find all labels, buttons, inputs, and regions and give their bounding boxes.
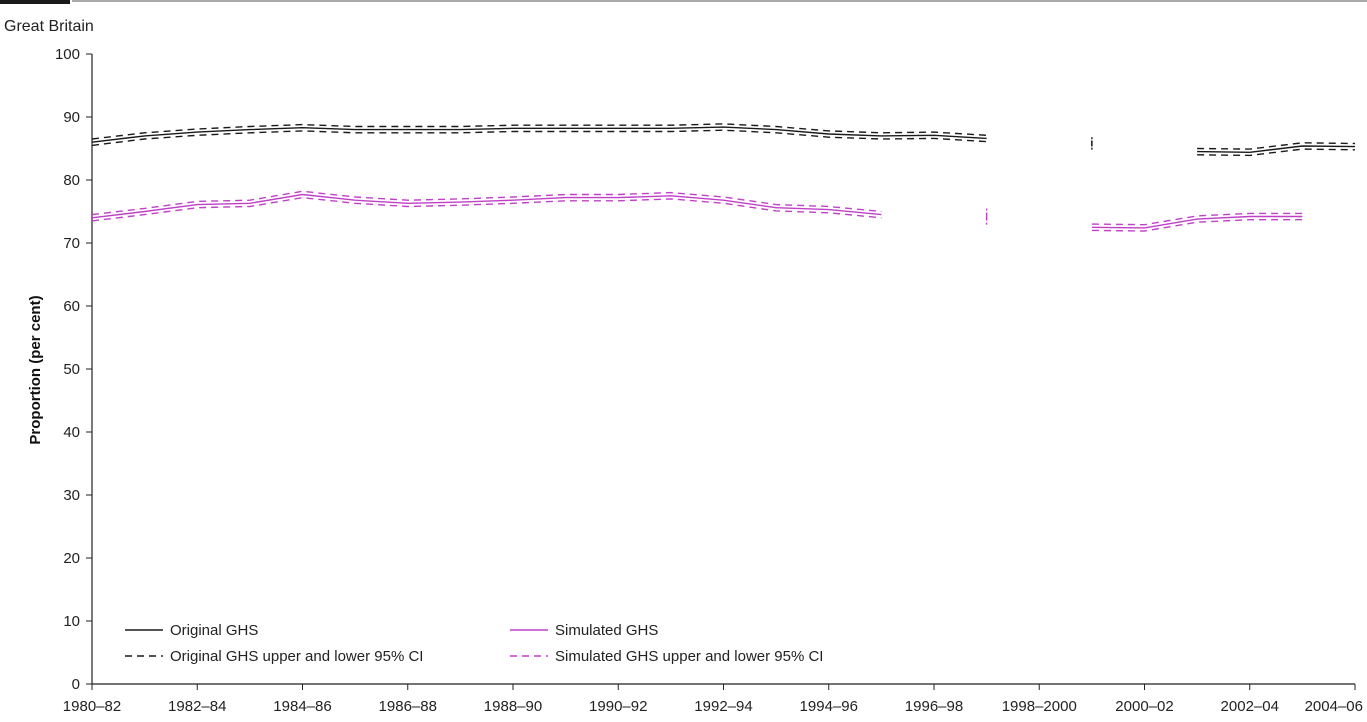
- legend-label: Original GHS: [170, 622, 258, 639]
- simulated-ghs-upper-and-lower-95-ci-upper-line: [91, 190, 882, 216]
- y-tick-label: 100: [55, 46, 80, 63]
- x-tick-label: 1988–90: [484, 698, 542, 715]
- original-ghs-line: [91, 126, 987, 143]
- y-tick-label: 60: [63, 298, 80, 315]
- y-tick-label: 40: [63, 424, 80, 441]
- header-tab-mark: [0, 0, 70, 4]
- region-label: Great Britain: [4, 18, 94, 35]
- x-tick-label: 1996–98: [905, 698, 963, 715]
- legend-label: Simulated GHS upper and lower 95% CI: [555, 648, 823, 665]
- y-tick-label: 90: [63, 109, 80, 126]
- y-axis-label: Proportion (per cent): [27, 295, 44, 444]
- x-tick-label: 1982–84: [168, 698, 226, 715]
- simulated-ghs-upper-and-lower-95-ci-lower-line: [91, 196, 882, 222]
- y-tick-label: 30: [63, 487, 80, 504]
- x-tick-label: 1990–92: [589, 698, 647, 715]
- y-tick-label: 0: [72, 676, 80, 693]
- x-tick-label: 1986–88: [379, 698, 437, 715]
- x-tick-label: 1984–86: [273, 698, 331, 715]
- legend-label: Original GHS upper and lower 95% CI: [170, 648, 423, 665]
- x-tick-label: 1994–96: [800, 698, 858, 715]
- x-tick-label: 2000–02: [1115, 698, 1173, 715]
- y-tick-label: 70: [63, 235, 80, 252]
- original-ghs-line: [1197, 145, 1356, 154]
- original-ghs-upper-and-lower-95-ci-upper-line: [1197, 142, 1356, 150]
- x-tick-label: 1980–82: [63, 698, 121, 715]
- y-tick-label: 20: [63, 550, 80, 567]
- x-tick-label: 2002–04: [1221, 698, 1279, 715]
- legend-label: Simulated GHS: [555, 622, 658, 639]
- legend: Original GHS Original GHS upper and lower…: [125, 622, 823, 665]
- original-ghs-upper-and-lower-95-ci-upper-line: [91, 123, 987, 140]
- plot-area: [91, 123, 1356, 232]
- simulated-ghs-line: [91, 193, 882, 219]
- y-tick-label: 80: [63, 172, 80, 189]
- original-ghs-upper-and-lower-95-ci-lower-line: [91, 129, 987, 147]
- axes: 0 10 20 30 40 50 60 70 80 90 100 1980–82 1982–84 1984…: [55, 46, 1363, 715]
- x-tick-label: 2004–06: [1305, 698, 1363, 715]
- simulated-ghs-upper-and-lower-95-ci-lower-line: [1091, 219, 1303, 232]
- y-tick-label: 10: [63, 613, 80, 630]
- y-tick-label: 50: [63, 361, 80, 378]
- simulated-ghs-line: [1091, 215, 1303, 229]
- x-tick-label: 1998–2000: [1002, 698, 1077, 715]
- x-tick-label: 1992–94: [694, 698, 752, 715]
- original-ghs-upper-and-lower-95-ci-lower-line: [1197, 148, 1356, 157]
